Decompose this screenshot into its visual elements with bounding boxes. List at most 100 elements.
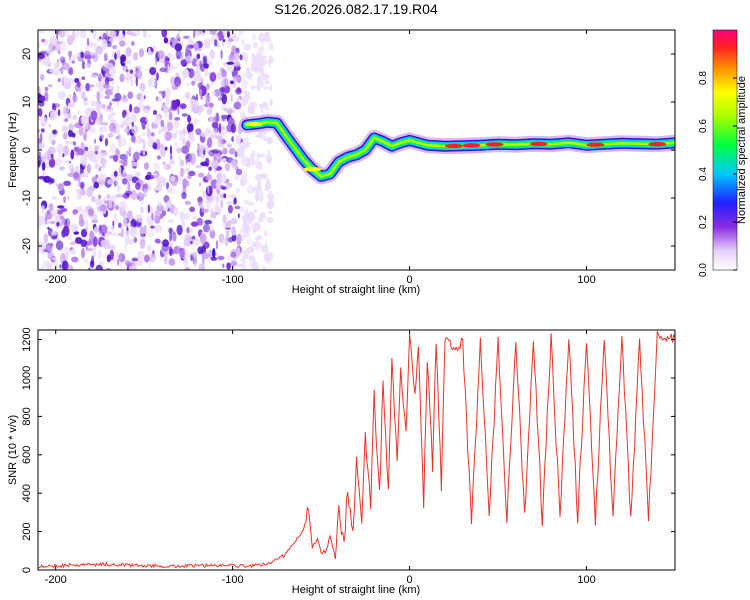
noise-blob [234, 151, 238, 158]
noise-blob [242, 216, 246, 221]
noise-blob [40, 73, 45, 81]
noise-blob [269, 84, 273, 92]
x-tick-label: 0 [407, 274, 413, 286]
noise-blob [83, 51, 91, 59]
noise-blob [221, 173, 227, 183]
noise-blob [45, 211, 53, 220]
noise-blob [51, 102, 56, 109]
noise-blob [93, 226, 99, 233]
noise-blob [131, 257, 139, 262]
noise-blob [230, 260, 238, 267]
noise-blob [243, 43, 252, 51]
noise-blob [169, 145, 173, 156]
noise-blob [104, 95, 110, 100]
noise-blob [89, 84, 95, 88]
colorbar-label: Normalized spectral amplitude [736, 76, 748, 224]
noise-blob [38, 93, 42, 98]
noise-blob [38, 142, 46, 149]
noise-blob [158, 128, 162, 135]
noise-blob [80, 181, 85, 190]
noise-blob [233, 197, 237, 205]
noise-blob [221, 78, 228, 89]
noise-blob [207, 184, 210, 194]
noise-blob [250, 63, 258, 69]
noise-blob [232, 60, 240, 66]
noise-blob [71, 116, 78, 120]
noise-blob [222, 39, 226, 43]
noise-blob [48, 203, 54, 212]
noise-blob [64, 118, 69, 122]
noise-blob [92, 236, 98, 248]
noise-blob [99, 224, 108, 235]
noise-blob [152, 45, 156, 53]
noise-blob [242, 264, 247, 270]
noise-blob [249, 262, 254, 266]
noise-blob [183, 127, 186, 137]
y-tick-label: 600 [21, 446, 33, 464]
noise-blob [211, 121, 219, 129]
noise-blob [48, 123, 51, 128]
noise-blob [140, 87, 144, 98]
noise-blob [179, 248, 185, 259]
noise-blob [147, 78, 153, 88]
noise-blob [209, 130, 215, 134]
noise-blob [62, 132, 68, 140]
noise-blob [239, 141, 247, 152]
noise-blob [150, 225, 155, 229]
noise-blob [234, 205, 241, 210]
noise-blob [116, 258, 120, 266]
noise-blob [197, 143, 200, 147]
noise-blob [115, 149, 121, 156]
noise-blob [147, 204, 150, 214]
noise-blob [222, 239, 228, 244]
noise-blob [120, 201, 127, 211]
noise-blob [67, 94, 73, 100]
noise-blob [223, 61, 227, 67]
colorbar-tick-label: 0.6 [698, 119, 709, 133]
noise-blob [126, 60, 132, 65]
noise-blob [132, 114, 137, 123]
noise-blob [51, 230, 57, 236]
noise-blob [197, 144, 206, 152]
noise-blob [169, 159, 176, 166]
noise-blob [49, 242, 53, 248]
noise-blob [68, 59, 71, 64]
noise-blob [218, 123, 222, 134]
noise-blob [232, 35, 240, 42]
noise-blob [107, 113, 114, 122]
noise-blob [38, 53, 45, 60]
noise-blob [229, 194, 238, 198]
noise-blob [117, 185, 122, 192]
noise-blob [161, 30, 168, 38]
noise-blob [55, 259, 58, 268]
noise-blob [260, 108, 264, 114]
noise-blob [219, 169, 223, 173]
noise-blob [152, 110, 158, 115]
noise-blob [160, 119, 165, 128]
noise-blob [130, 135, 136, 143]
noise-blob [231, 159, 238, 168]
noise-blob [159, 201, 162, 207]
noise-blob [129, 77, 134, 87]
noise-blob [46, 209, 50, 215]
noise-blob [151, 212, 154, 221]
noise-blob [240, 79, 248, 90]
noise-blob [202, 190, 207, 198]
noise-blob [221, 69, 227, 78]
noise-blob [172, 55, 175, 61]
noise-blob [108, 37, 115, 43]
noise-blob [144, 120, 147, 125]
noise-blob [243, 231, 251, 238]
noise-blob [113, 212, 118, 223]
noise-blob [106, 104, 112, 110]
noise-blob [74, 122, 81, 128]
noise-blob [102, 74, 106, 78]
noise-blob [142, 140, 146, 150]
noise-blob [68, 167, 72, 172]
noise-blob [211, 149, 219, 154]
noise-blob [193, 30, 200, 38]
noise-blob [51, 196, 57, 200]
noise-blob [239, 54, 243, 61]
noise-blob [137, 171, 140, 179]
